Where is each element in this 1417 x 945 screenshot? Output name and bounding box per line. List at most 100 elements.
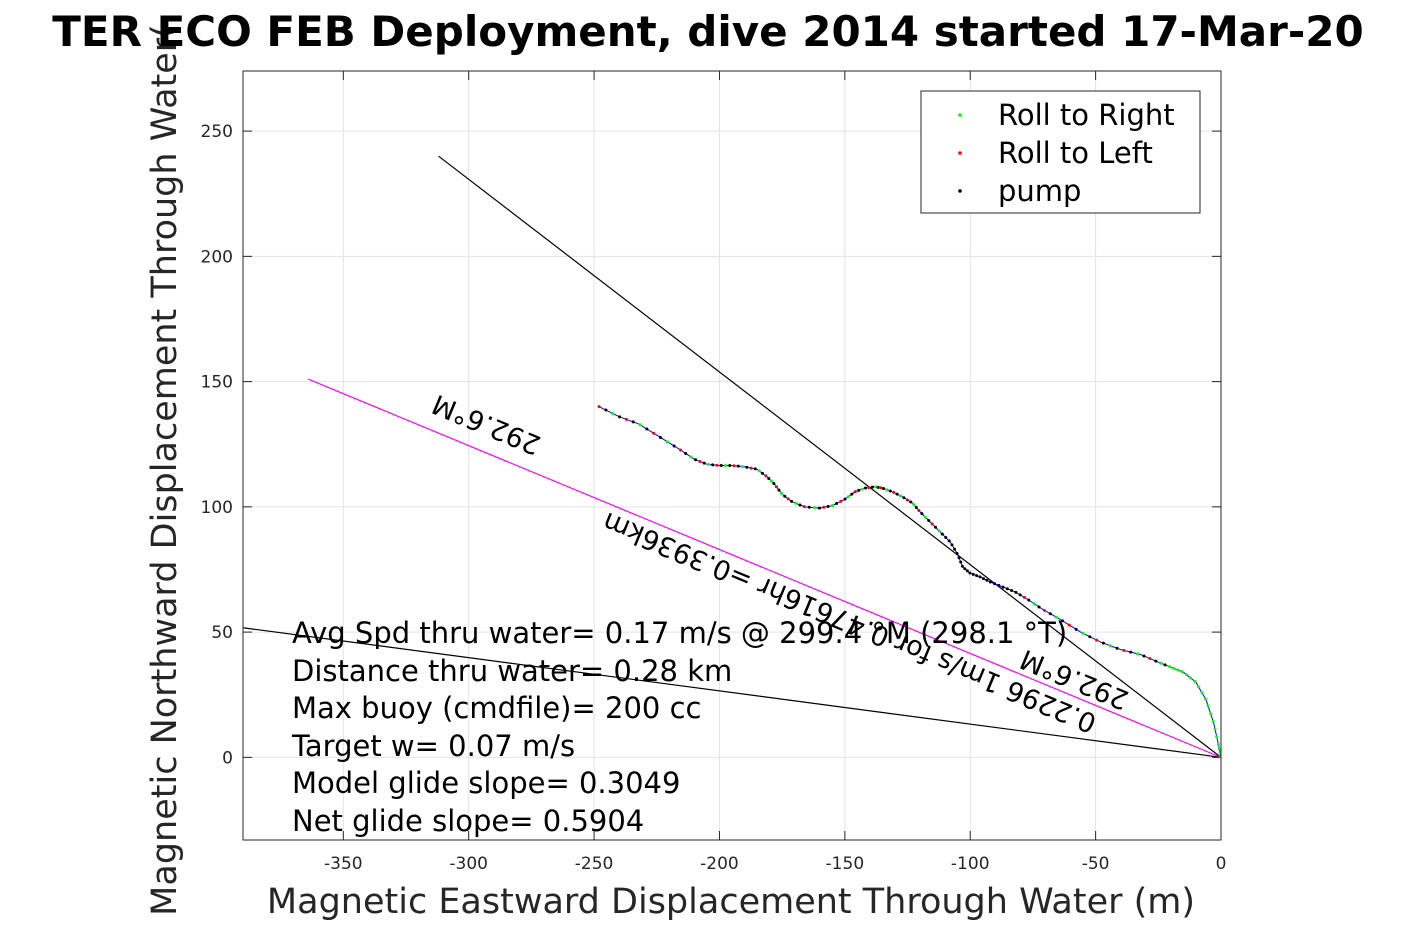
track-sample-point [624, 417, 628, 421]
stats-block: Avg Spd thru water= 0.17 m/s @ 299.4 °M … [291, 616, 1067, 838]
track-sample-point [860, 487, 864, 491]
track-sample-point [930, 522, 934, 526]
y-tick-label: 100 [201, 498, 233, 518]
track-sample-point [772, 482, 776, 486]
track-sample-point [1074, 627, 1078, 631]
heading-line [438, 155, 1221, 758]
y-tick-labels: 0 50 100 150 200 250 [201, 122, 233, 768]
legend-label-roll-left: Roll to Left [998, 136, 1153, 170]
track-sample-point [1197, 685, 1201, 689]
track-sample-point [665, 440, 669, 444]
track-sample-point [953, 547, 957, 551]
track-sample-point [835, 501, 839, 505]
track-sample-point [1042, 608, 1046, 612]
track-sample-point [698, 459, 702, 463]
track-sample-point [723, 464, 727, 468]
track-sample-point [892, 490, 896, 494]
track-sample-point [715, 463, 719, 467]
track-sample-point [902, 496, 906, 500]
track-sample-point [1095, 638, 1099, 642]
x-tick-labels: -350 -300 -250 -200 -150 -100 -50 0 [324, 854, 1226, 874]
track-sample-point [645, 427, 649, 431]
legend: Roll to Right Roll to Left pump [920, 90, 1201, 214]
track-sample-point [1167, 665, 1171, 669]
track-sample-point [997, 583, 1001, 587]
track-sample-point [1122, 648, 1126, 652]
track-sample-point [1005, 587, 1009, 591]
stat-distance: Distance thru water= 0.28 km [292, 654, 732, 688]
track-sample-point [971, 572, 975, 576]
track-sample-point [689, 455, 693, 459]
track-sample-point [780, 492, 784, 496]
track-sample-point [965, 569, 969, 573]
tick-marks [243, 71, 1222, 840]
track-sample-point [777, 488, 781, 492]
track-sample-point [719, 464, 723, 468]
track-sample-point [885, 488, 889, 492]
track-sample-point [1010, 589, 1014, 593]
track-sample-point [1216, 742, 1220, 746]
track-sample-point [912, 502, 916, 506]
track-sample-point [764, 474, 768, 478]
heading-line [243, 627, 1221, 758]
stat-target-w: Target w= 0.07 m/s [291, 729, 575, 763]
x-tick-label: -50 [1082, 854, 1110, 874]
track-sample-point [978, 575, 982, 579]
track-sample-point [1211, 719, 1215, 723]
track-sample-point [1088, 635, 1092, 639]
track-sample-point [1081, 631, 1085, 635]
track-sample-point [1022, 595, 1026, 599]
track-sample-point [631, 420, 635, 424]
track-sample-point [822, 505, 826, 509]
track-sample-point [1217, 747, 1221, 751]
track-sample-point [817, 506, 821, 510]
heading-line [307, 378, 1221, 758]
x-tick-label: -100 [951, 854, 990, 874]
track-sample-point [826, 504, 830, 508]
track-sample-point [963, 567, 967, 571]
stat-max-buoy: Max buoy (cmdfile)= 200 cc [292, 691, 701, 725]
legend-label-roll-right: Roll to Right [998, 98, 1175, 132]
track-sample-point [1184, 673, 1188, 677]
y-axis-label: Magnetic Northward Displacement Through … [145, 24, 185, 916]
track-sample-point [798, 503, 802, 507]
track-sample-point [944, 536, 948, 540]
track-sample-point [888, 489, 892, 493]
track-sample-point [604, 408, 608, 412]
track-sample-point [1129, 650, 1133, 654]
track-sample-point [874, 485, 878, 489]
legend-marker-roll-left [958, 151, 962, 155]
track-sample-point [934, 525, 938, 529]
track-sample-point [732, 464, 736, 468]
legend-marker-pump [958, 189, 962, 193]
track-sample-point [839, 499, 843, 503]
track-sample-point [843, 497, 847, 501]
track-sample-point [802, 505, 806, 509]
track-sample-point [658, 435, 662, 439]
track-sample-point [807, 505, 811, 509]
x-tick-label: 0 [1216, 854, 1227, 874]
track-sample-point [1018, 593, 1022, 597]
track-sample-point [783, 494, 787, 498]
track-sample-point [968, 571, 972, 575]
y-tick-label: 50 [211, 623, 233, 643]
track-sample-point [909, 500, 913, 504]
track-sample-point [864, 486, 868, 490]
track-sample-point [611, 411, 615, 415]
track-sample-point [790, 499, 794, 503]
track-sample-point [895, 492, 899, 496]
chart-title: TER ECO FEB Deployment, dive 2014 starte… [52, 7, 1363, 56]
track-sample-point [957, 556, 961, 560]
track-sample-point [1032, 602, 1036, 606]
track-sample-point [1027, 598, 1031, 602]
y-tick-label: 150 [201, 373, 233, 393]
x-tick-label: -250 [575, 854, 614, 874]
track-sample-point [1163, 663, 1167, 667]
track-sample-point [1172, 666, 1176, 670]
track-sample-point [1200, 691, 1204, 695]
track-sample-point [736, 464, 740, 468]
track-sample-point [702, 461, 706, 465]
x-tick-label: -300 [449, 854, 488, 874]
x-axis-label: Magnetic Eastward Displacement Through W… [267, 882, 1195, 922]
track-sample-point [920, 512, 924, 516]
